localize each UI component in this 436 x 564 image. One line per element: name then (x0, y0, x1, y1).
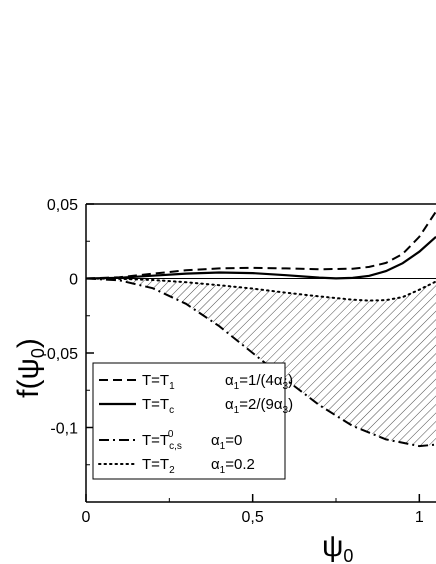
y-axis-title: f(ψ0) (12, 338, 48, 398)
legend-label-1: T=Tc α1=2/(9α3) (142, 396, 293, 416)
legend: T=T1 α1=1/(4α3) T=Tc α1=2/(9α3) T=Tc,s0 α1… (92, 362, 293, 480)
x-axis-title: ψ0 (322, 530, 353, 564)
hatched-area (86, 278, 436, 447)
series-line-0 (86, 210, 436, 280)
series-line-3 (86, 277, 436, 302)
x-tick-label-1: 0,5 (242, 509, 264, 526)
y-tick-label-0: 0,05 (47, 197, 78, 214)
legend-label-2: T=Tc,s0 α1=0 (142, 429, 242, 452)
legend-label-3: T=T2 α1=0.2 (142, 456, 255, 476)
x-tick-label-0: 0 (82, 509, 91, 526)
y-tick-label-2: -0,05 (42, 346, 79, 363)
x-tick-label-2: 1 (415, 509, 424, 526)
y-tick-label-1: 0 (69, 272, 78, 289)
hatched-region (86, 278, 436, 447)
y-tick-label-3: -0,1 (50, 421, 78, 438)
series-line-1 (86, 235, 436, 280)
legend-label-0: T=T1 α1=1/(4α3) (142, 372, 293, 392)
